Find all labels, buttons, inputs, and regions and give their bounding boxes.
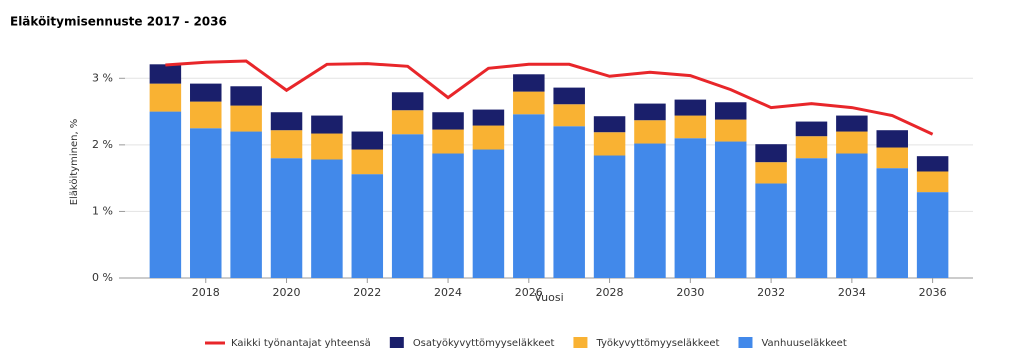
bar-segment [391, 110, 424, 135]
bar-segment [230, 131, 262, 278]
legend-swatch [573, 337, 588, 348]
x-tick-label: 2034 [838, 286, 866, 299]
x-tick-label: 2036 [919, 286, 947, 299]
bar-segment [472, 125, 505, 150]
legend-swatch [738, 337, 753, 348]
bar-segment [230, 105, 262, 132]
bar-segment [230, 86, 262, 106]
bar-segment [351, 174, 384, 278]
bar-segment [149, 64, 182, 84]
bar-segment [714, 119, 747, 142]
bar-segment [674, 99, 707, 116]
bar-segment [634, 103, 666, 121]
x-tick-label: 2022 [353, 286, 381, 299]
bar-segment [593, 116, 626, 133]
bar-segment [391, 92, 424, 111]
bar-segment [432, 129, 464, 154]
bar-segment [311, 133, 343, 160]
y-axis-title: Eläköityminen, % [69, 119, 80, 206]
bar-segment [553, 126, 585, 279]
bar-segment [876, 147, 908, 169]
legend-label: Vanhuuseläkkeet [761, 338, 846, 349]
bar-segment [795, 121, 828, 137]
bar-segment [149, 111, 182, 278]
bar-segment [270, 112, 303, 131]
bar-segment [270, 158, 303, 278]
y-tick-label: 3 % [92, 71, 113, 84]
legend-swatch [389, 337, 404, 348]
bar-segment [593, 132, 626, 156]
bar-segment [836, 115, 868, 132]
bar-segment [795, 136, 828, 159]
chart-title: Eläköitymisennuste 2017 - 2036 [10, 15, 227, 29]
bar-segment [513, 114, 545, 278]
bar-segment [714, 141, 747, 278]
x-tick-label: 2032 [757, 286, 785, 299]
bar-segment [391, 134, 424, 278]
bar-segment [755, 162, 787, 184]
legend-label: Työkyvyttömyyseläkkeet [595, 338, 719, 349]
bar-segment [472, 109, 505, 126]
legend-label: Osatyökyvyttömyyseläkkeet [413, 338, 555, 349]
y-tick-label: 1 % [92, 204, 113, 217]
bar-segment [755, 183, 787, 278]
bar-segment [674, 115, 707, 139]
bar-segment [836, 131, 868, 154]
bar-segment [755, 144, 787, 163]
bar-segment [149, 83, 182, 112]
bar-segment [472, 149, 505, 278]
x-tick-label: 2030 [676, 286, 704, 299]
bar-segment [836, 153, 868, 278]
x-axis-title: Vuosi [534, 291, 563, 304]
bar-segment [916, 192, 949, 278]
bar-segment [795, 158, 828, 278]
bar-segment [714, 102, 747, 120]
bar-segment [432, 112, 464, 130]
bar-segment [553, 104, 585, 127]
bar-segment [916, 156, 949, 172]
legend-label: Kaikki työnantajat yhteensä [231, 338, 371, 349]
bar-segment [311, 159, 343, 278]
bar-segment [513, 74, 545, 92]
bar-segment [351, 149, 384, 175]
y-tick-label: 0 % [92, 271, 113, 284]
x-tick-label: 2018 [192, 286, 220, 299]
x-tick-label: 2024 [434, 286, 462, 299]
bar-segment [674, 138, 707, 278]
x-tick-label: 2028 [596, 286, 624, 299]
x-tick-label: 2020 [273, 286, 301, 299]
bar-segment [634, 143, 666, 278]
bar-segment [553, 87, 585, 105]
bar-segment [916, 171, 949, 193]
bar-segment [876, 168, 908, 278]
bar-segment [593, 155, 626, 278]
bar-segment [270, 130, 303, 159]
bar-segment [876, 130, 908, 148]
bar-segment [432, 153, 464, 278]
bar-segment [311, 115, 343, 134]
bar-segment [190, 128, 222, 278]
bar-segment [634, 120, 666, 144]
bar-segment [190, 101, 222, 129]
line-series [165, 59, 934, 136]
x-tick-label: 2026 [515, 286, 543, 299]
bar-segment [351, 131, 384, 150]
y-tick-label: 2 % [92, 138, 113, 151]
bar-segment [513, 91, 545, 115]
bar-segment [190, 83, 222, 102]
